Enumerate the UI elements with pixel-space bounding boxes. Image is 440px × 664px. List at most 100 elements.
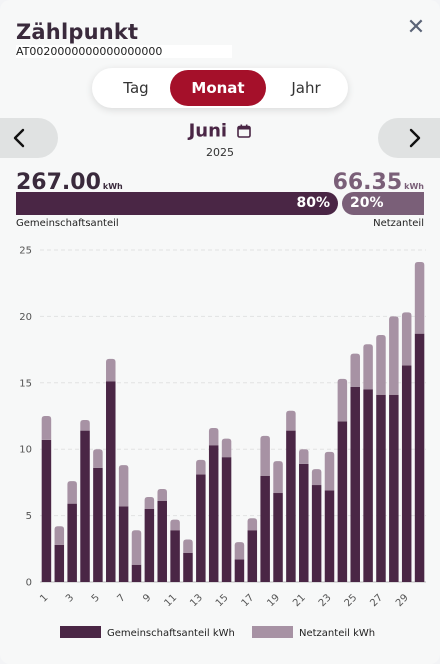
- bar-grid: [260, 435, 270, 476]
- community-share-bar: 80%: [16, 192, 338, 215]
- bar-community: [414, 333, 425, 582]
- bar-community: [80, 430, 90, 582]
- bar-community: [363, 389, 373, 582]
- bar-community: [118, 506, 129, 582]
- bar-community: [234, 559, 245, 582]
- tab-day[interactable]: Tag: [123, 79, 149, 97]
- bar-grid: [363, 344, 373, 390]
- x-tick-label: 3: [64, 592, 76, 604]
- bar-community: [208, 445, 219, 582]
- bar-grid: [118, 465, 129, 507]
- bar-grid: [414, 261, 425, 334]
- bar-community: [54, 544, 65, 582]
- bar-community: [273, 493, 283, 582]
- x-tick-label: 1: [38, 592, 50, 604]
- bar-grid: [157, 489, 167, 501]
- bar-grid: [80, 419, 90, 431]
- x-tick-label: 11: [162, 592, 179, 609]
- bar-grid: [273, 461, 283, 494]
- bar-community: [183, 552, 193, 582]
- y-tick-label: 20: [19, 312, 32, 323]
- page-title: Zählpunkt: [16, 20, 139, 44]
- close-icon[interactable]: ✕: [406, 15, 426, 40]
- previous-period-button[interactable]: [0, 118, 58, 158]
- bar-community: [67, 503, 77, 582]
- grid-label: Netzanteil: [373, 218, 424, 229]
- y-tick-label: 10: [19, 445, 32, 456]
- bar-grid: [221, 438, 232, 458]
- legend-label-grid: Netzanteil kWh: [299, 628, 375, 639]
- bar-community: [196, 474, 206, 582]
- grid-value: 66.35: [332, 170, 403, 195]
- bar-grid: [311, 469, 322, 486]
- community-label: Gemeinschaftsanteil: [16, 218, 119, 229]
- bar-community: [286, 430, 296, 582]
- community-unit: kWh: [102, 182, 123, 191]
- bar-grid: [131, 530, 142, 565]
- chevron-left-icon: [13, 128, 25, 148]
- x-tick-label: 29: [394, 592, 411, 609]
- bar-grid: [93, 449, 103, 468]
- bar-grid: [208, 427, 219, 446]
- x-tick-label: 17: [240, 592, 257, 609]
- bar-community: [41, 439, 52, 582]
- community-value: 267.00: [16, 170, 101, 195]
- legend-swatch-grid: [252, 626, 293, 638]
- bar-grid: [196, 459, 206, 475]
- y-tick-label: 5: [26, 511, 32, 522]
- community-total: 267.00 kWh: [16, 170, 123, 195]
- x-tick-label: 13: [188, 592, 205, 609]
- bar-community: [93, 467, 103, 582]
- bar-grid: [234, 542, 245, 560]
- legend-swatch-community: [60, 626, 101, 638]
- bar-community: [401, 365, 412, 582]
- x-tick-label: 15: [214, 592, 231, 609]
- legend-label-community: Gemeinschaftsanteil kWh: [107, 628, 235, 639]
- x-tick-label: 27: [368, 592, 385, 609]
- bar-grid: [337, 378, 348, 422]
- period-tabs: Tag Monat Jahr: [92, 68, 348, 108]
- period-month: Juni: [188, 120, 228, 142]
- bar-grid: [376, 334, 386, 395]
- bar-community: [106, 381, 116, 582]
- x-tick-label: 19: [265, 592, 282, 609]
- x-tick-label: 5: [90, 592, 102, 604]
- bar-community: [337, 421, 348, 582]
- bar-community: [350, 386, 360, 582]
- bar-community: [221, 457, 232, 582]
- period-month-picker[interactable]: Juni: [0, 120, 440, 142]
- bar-community: [299, 463, 309, 582]
- bar-community: [311, 485, 322, 582]
- next-period-button[interactable]: [378, 118, 440, 158]
- tab-year[interactable]: Jahr: [291, 79, 321, 97]
- bar-community: [389, 394, 399, 582]
- bar-grid: [389, 316, 399, 395]
- meter-id: AT0020000000000000000: [16, 45, 233, 58]
- x-tick-label: 23: [317, 592, 334, 609]
- bar-grid: [350, 353, 360, 387]
- grid-share-bar: 20%: [342, 192, 424, 215]
- x-tick-label: 21: [291, 592, 308, 609]
- bar-grid: [54, 526, 65, 545]
- bar-grid: [106, 358, 116, 382]
- bar-community: [324, 490, 335, 582]
- bar-grid: [401, 312, 412, 366]
- bar-community: [144, 508, 155, 582]
- y-tick-label: 15: [19, 378, 32, 389]
- bar-community: [376, 394, 386, 582]
- bar-grid: [183, 539, 193, 553]
- tab-month[interactable]: Monat: [170, 70, 266, 106]
- bar-grid: [170, 519, 180, 531]
- bar-grid: [144, 497, 155, 509]
- x-tick-label: 25: [343, 592, 360, 609]
- bar-grid: [299, 449, 309, 464]
- bar-grid: [41, 416, 52, 440]
- period-year: 2025: [206, 146, 234, 159]
- calendar-icon: [237, 124, 252, 138]
- bar-community: [247, 530, 258, 582]
- chevron-right-icon: [409, 128, 421, 148]
- bar-grid: [247, 518, 258, 531]
- bar-community: [260, 475, 270, 582]
